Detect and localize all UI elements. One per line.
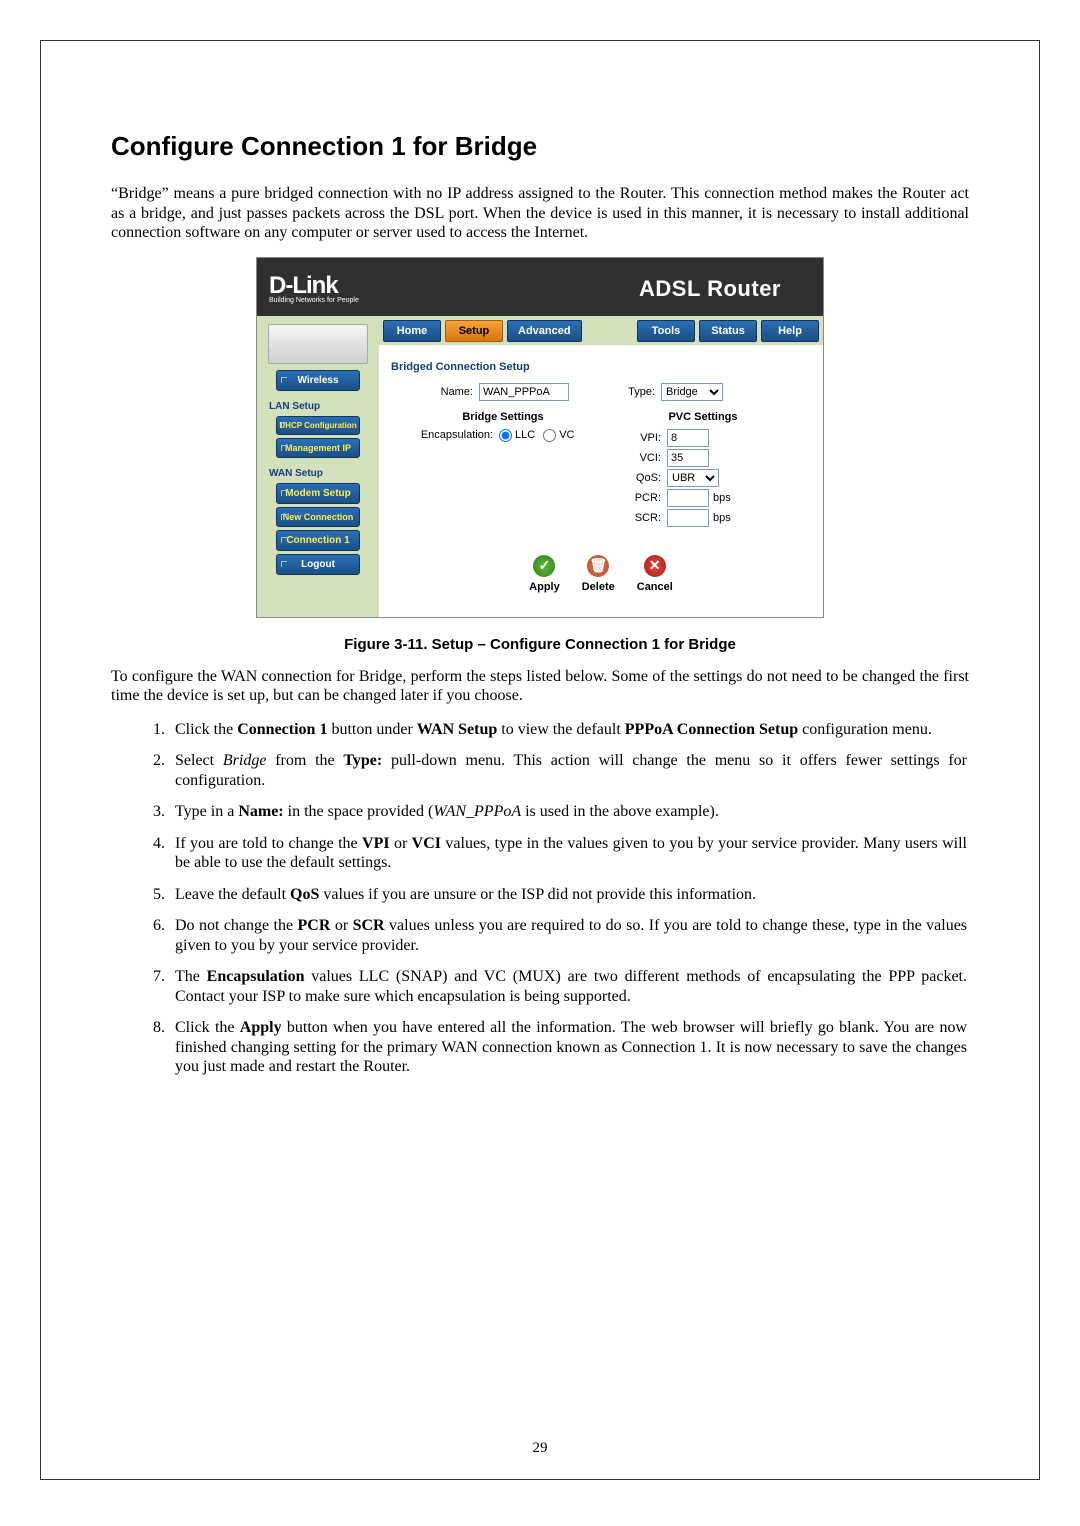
sidebar-head-wan: WAN Setup bbox=[269, 468, 373, 479]
device-image bbox=[268, 324, 368, 364]
sidebar-head-lan: LAN Setup bbox=[269, 401, 373, 412]
figure-container: D-Link Building Networks for People ADSL… bbox=[111, 257, 969, 618]
page-title: Configure Connection 1 for Bridge bbox=[111, 131, 969, 162]
vci-input[interactable] bbox=[667, 449, 709, 467]
pvc-settings-head: PVC Settings bbox=[603, 411, 803, 423]
intro-paragraph: “Bridge” means a pure bridged connection… bbox=[111, 184, 969, 243]
check-icon: ✓ bbox=[533, 555, 555, 577]
step-2: Select Bridge from the Type: pull-down m… bbox=[169, 751, 969, 790]
encap-llc-radio[interactable] bbox=[499, 429, 512, 442]
encap-vc-option[interactable]: VC bbox=[543, 429, 574, 442]
step-4: If you are told to change the VPI or VCI… bbox=[169, 834, 969, 873]
step-5: Leave the default QoS values if you are … bbox=[169, 885, 969, 905]
qos-select[interactable]: UBR bbox=[667, 469, 719, 487]
type-label: Type: bbox=[569, 386, 661, 398]
cancel-button[interactable]: ✕ Cancel bbox=[637, 555, 673, 593]
encap-llc-option[interactable]: LLC bbox=[499, 429, 535, 442]
figure-caption: Figure 3-11. Setup – Configure Connectio… bbox=[111, 636, 969, 653]
qos-label: QoS: bbox=[603, 472, 667, 484]
router-header: D-Link Building Networks for People ADSL… bbox=[257, 258, 823, 316]
scr-unit: bps bbox=[713, 512, 731, 524]
tab-setup[interactable]: Setup bbox=[445, 320, 503, 342]
step-3: Type in a Name: in the space provided (W… bbox=[169, 802, 969, 822]
sidebar-item-dhcp[interactable]: DHCP Configuration bbox=[276, 416, 360, 435]
vpi-input[interactable] bbox=[667, 429, 709, 447]
vci-label: VCI: bbox=[603, 452, 667, 464]
encap-vc-radio[interactable] bbox=[543, 429, 556, 442]
scr-label: SCR: bbox=[603, 512, 667, 524]
pcr-unit: bps bbox=[713, 492, 731, 504]
tab-home[interactable]: Home bbox=[383, 320, 441, 342]
step-7: The Encapsulation values LLC (SNAP) and … bbox=[169, 967, 969, 1006]
scr-input[interactable] bbox=[667, 509, 709, 527]
sidebar-item-modem[interactable]: Modem Setup bbox=[276, 483, 360, 504]
vpi-label: VPI: bbox=[603, 432, 667, 444]
tab-bar: Home Setup Advanced Tools Status Help bbox=[379, 316, 823, 342]
delete-button[interactable]: 🗑 Delete bbox=[582, 555, 615, 593]
dlink-logo: D-Link Building Networks for People bbox=[269, 274, 359, 304]
sidebar-item-newconn[interactable]: New Connection bbox=[276, 507, 360, 527]
pcr-label: PCR: bbox=[603, 492, 667, 504]
document-page: Configure Connection 1 for Bridge “Bridg… bbox=[40, 40, 1040, 1480]
tab-help[interactable]: Help bbox=[761, 320, 819, 342]
step-1: Click the Connection 1 button under WAN … bbox=[169, 720, 969, 740]
type-select[interactable]: Bridge bbox=[661, 383, 723, 401]
section-title: Bridged Connection Setup bbox=[379, 345, 823, 381]
tab-tools[interactable]: Tools bbox=[637, 320, 695, 342]
name-label: Name: bbox=[419, 386, 479, 398]
post-figure-paragraph: To configure the WAN connection for Brid… bbox=[111, 667, 969, 706]
bridge-settings-head: Bridge Settings bbox=[403, 411, 603, 423]
sidebar-item-mgmt[interactable]: Management IP bbox=[276, 438, 360, 458]
pcr-input[interactable] bbox=[667, 489, 709, 507]
router-screenshot: D-Link Building Networks for People ADSL… bbox=[256, 257, 824, 618]
sidebar-item-logout[interactable]: Logout bbox=[276, 554, 360, 575]
encap-label: Encapsulation: bbox=[403, 429, 499, 441]
steps-list: Click the Connection 1 button under WAN … bbox=[169, 720, 969, 1077]
action-bar: ✓ Apply 🗑 Delete ✕ Cancel bbox=[379, 555, 823, 593]
apply-button[interactable]: ✓ Apply bbox=[529, 555, 560, 593]
trash-icon: 🗑 bbox=[587, 555, 609, 577]
sidebar-item-conn1[interactable]: Connection 1 bbox=[276, 530, 360, 551]
sidebar: Wireless LAN Setup DHCP Configuration Ma… bbox=[257, 316, 379, 617]
product-name: ADSL Router bbox=[639, 276, 781, 302]
tab-status[interactable]: Status bbox=[699, 320, 757, 342]
step-6: Do not change the PCR or SCR values unle… bbox=[169, 916, 969, 955]
tab-advanced[interactable]: Advanced bbox=[507, 320, 582, 342]
form: Name: Type: Bridge Bridge Settings bbox=[379, 383, 823, 593]
name-input[interactable] bbox=[479, 383, 569, 401]
brand-tagline: Building Networks for People bbox=[269, 297, 359, 304]
main-panel: Home Setup Advanced Tools Status Help Br… bbox=[379, 316, 823, 617]
step-8: Click the Apply button when you have ent… bbox=[169, 1018, 969, 1077]
brand-text: D-Link bbox=[269, 272, 338, 299]
x-icon: ✕ bbox=[644, 555, 666, 577]
sidebar-item-wireless[interactable]: Wireless bbox=[276, 370, 360, 391]
page-number: 29 bbox=[41, 1440, 1039, 1457]
